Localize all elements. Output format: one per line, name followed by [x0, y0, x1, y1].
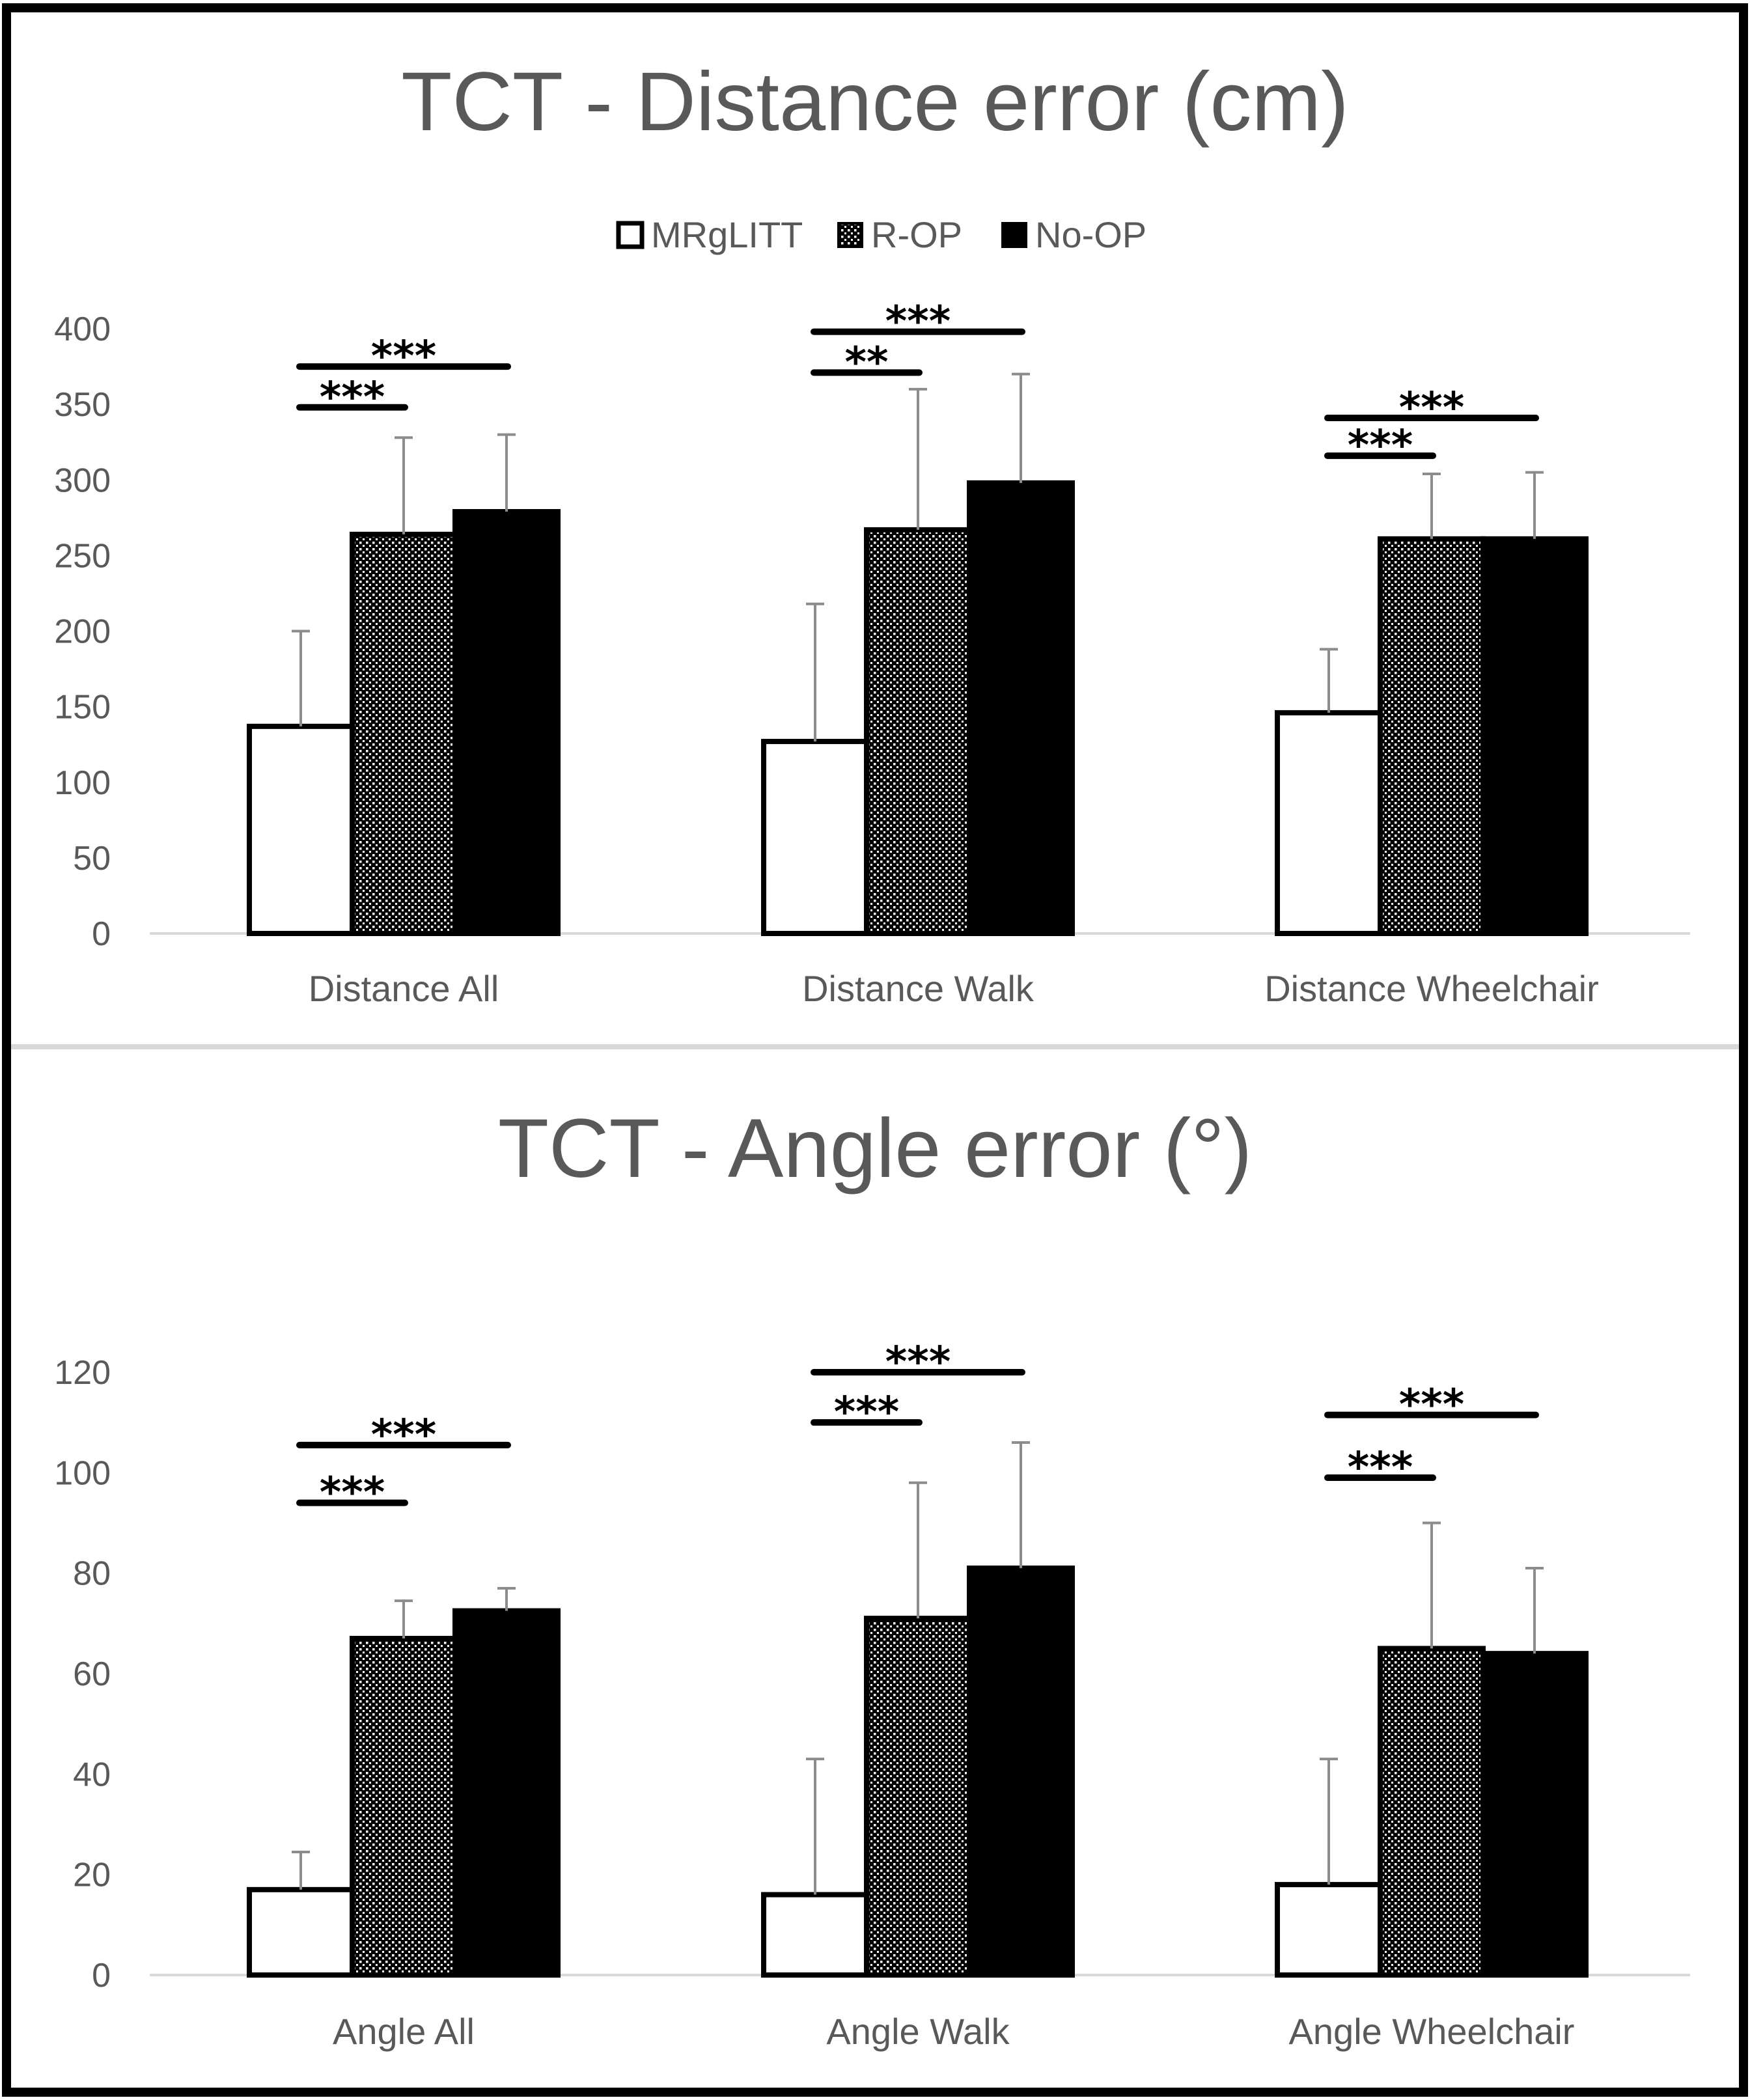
bar-mrglitt-angle-walk: [761, 1892, 869, 1978]
bar-no-op-angle-walk: [967, 1565, 1075, 1978]
bar-r-op-distance-wheelchair: [1378, 536, 1486, 936]
significance-label: ***: [1399, 1381, 1464, 1430]
legend-swatch-mrglitt: [616, 221, 645, 249]
y-tick-label: 20: [73, 1857, 111, 1894]
bar-no-op-distance-all: [452, 509, 561, 936]
category-label: Distance Wheelchair: [1264, 968, 1599, 1009]
angle-chart: TCT - Angle error (°) 0 20 40 60 80 100 120 ***…: [54, 1102, 1690, 2052]
legend-item-r-op: R-OP: [837, 214, 962, 255]
bar-no-op-angle-wheelchair: [1480, 1651, 1589, 1978]
bar-mrglitt-angle-wheelchair: [1275, 1882, 1383, 1978]
y-tick-label: 50: [73, 840, 111, 877]
significance-label: ***: [1399, 384, 1464, 432]
legend: MRgLITT R-OP No-OP: [616, 214, 1146, 255]
significance-label: ***: [834, 1388, 899, 1437]
y-tick-label: 40: [73, 1756, 111, 1793]
significance-label: ***: [320, 374, 385, 422]
significance-label: ***: [885, 1338, 951, 1387]
bar-no-op-distance-wheelchair: [1480, 536, 1589, 936]
bar-mrglitt-angle-all: [247, 1886, 355, 1978]
bar-no-op-angle-all: [452, 1608, 561, 1978]
bar-r-op-angle-all: [350, 1635, 458, 1978]
bar-r-op-angle-wheelchair: [1378, 1646, 1486, 1978]
bar-mrglitt-distance-walk: [761, 739, 869, 936]
legend-label-r-op: R-OP: [871, 214, 962, 255]
y-tick-label: 400: [54, 311, 111, 348]
y-tick-label: 350: [54, 386, 111, 424]
bar-mrglitt-distance-all: [247, 723, 355, 936]
significance-label: ***: [371, 1411, 436, 1459]
bar-no-op-distance-walk: [967, 480, 1075, 936]
y-tick-label: 60: [73, 1655, 111, 1693]
y-tick-label: 300: [54, 462, 111, 499]
chart-title: TCT - Distance error (cm): [401, 55, 1349, 148]
category-label: Distance Walk: [802, 968, 1035, 1009]
legend-label-no-op: No-OP: [1035, 214, 1146, 255]
significance-label: ***: [1348, 422, 1413, 470]
significance-label: **: [845, 338, 889, 387]
bar-r-op-angle-walk: [864, 1616, 972, 1978]
significance-label: ***: [885, 298, 951, 346]
significance-label: ***: [320, 1469, 385, 1517]
category-label: Angle Wheelchair: [1289, 2011, 1575, 2052]
y-tick-label: 0: [92, 1957, 111, 1995]
y-tick-label: 0: [92, 915, 111, 953]
category-label: Angle Walk: [826, 2011, 1010, 2052]
category-label: Distance All: [309, 968, 499, 1009]
y-tick-label: 150: [54, 689, 111, 726]
legend-swatch-no-op: [1001, 222, 1027, 248]
y-tick-label: 80: [73, 1555, 111, 1593]
bar-r-op-distance-walk: [864, 527, 972, 936]
bar-r-op-distance-all: [350, 531, 458, 936]
y-tick-label: 120: [54, 1354, 111, 1392]
chart-title: TCT - Angle error (°): [498, 1102, 1252, 1195]
y-tick-label: 250: [54, 537, 111, 575]
significance-label: ***: [371, 333, 436, 381]
legend-item-no-op: No-OP: [1001, 214, 1146, 255]
significance-label: ***: [1348, 1444, 1413, 1492]
legend-item-mrglitt: MRgLITT: [616, 214, 803, 255]
legend-label-mrglitt: MRgLITT: [651, 214, 803, 255]
bar-mrglitt-distance-wheelchair: [1275, 710, 1383, 937]
category-label: Angle All: [333, 2011, 475, 2052]
y-tick-label: 100: [54, 764, 111, 802]
y-tick-label: 100: [54, 1454, 111, 1492]
legend-swatch-r-op: [837, 222, 863, 248]
distance-chart: TCT - Distance error (cm) MRgLITT R-OP N…: [54, 55, 1690, 1009]
y-tick-label: 200: [54, 613, 111, 651]
